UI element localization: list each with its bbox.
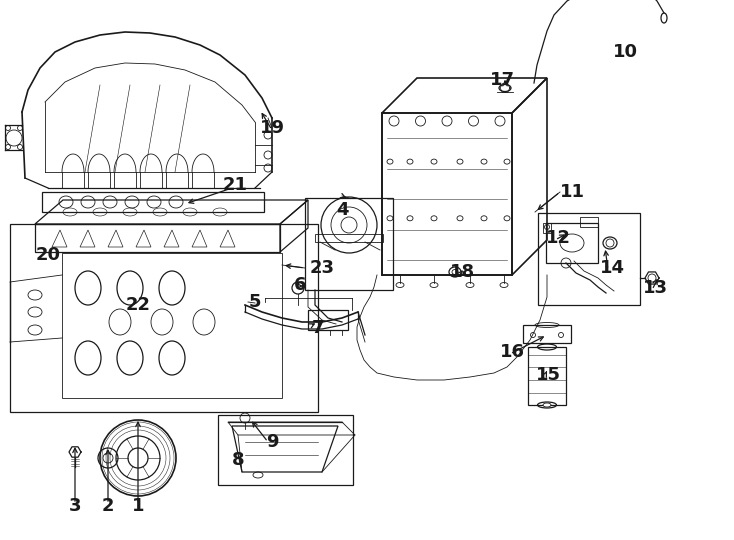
Text: 22: 22 bbox=[126, 296, 150, 314]
Bar bbox=[35, 224, 280, 252]
Text: 19: 19 bbox=[260, 119, 285, 137]
Text: 15: 15 bbox=[536, 366, 561, 384]
Bar bbox=[538, 213, 640, 305]
Text: 14: 14 bbox=[600, 259, 625, 277]
Text: 20: 20 bbox=[35, 246, 60, 264]
Text: 13: 13 bbox=[642, 279, 667, 297]
Bar bbox=[523, 325, 571, 343]
Bar bbox=[305, 198, 393, 290]
Bar bbox=[546, 223, 598, 263]
Bar bbox=[315, 234, 383, 242]
Text: 11: 11 bbox=[559, 183, 584, 201]
Bar bbox=[308, 310, 348, 330]
Text: 16: 16 bbox=[500, 343, 525, 361]
Text: 3: 3 bbox=[69, 497, 81, 515]
Text: 1: 1 bbox=[131, 497, 145, 515]
Text: 4: 4 bbox=[335, 201, 348, 219]
Text: 23: 23 bbox=[310, 259, 335, 277]
Ellipse shape bbox=[543, 403, 551, 407]
Bar bbox=[580, 217, 598, 227]
Bar bbox=[382, 113, 512, 275]
Text: 2: 2 bbox=[102, 497, 115, 515]
Text: 7: 7 bbox=[312, 319, 324, 337]
Text: 8: 8 bbox=[232, 451, 244, 469]
Bar bbox=[528, 347, 566, 405]
Text: 12: 12 bbox=[545, 229, 570, 247]
Text: 9: 9 bbox=[266, 433, 278, 451]
Text: 10: 10 bbox=[612, 43, 638, 61]
Text: 5: 5 bbox=[249, 293, 261, 311]
Text: 17: 17 bbox=[490, 71, 515, 89]
Bar bbox=[218, 415, 353, 485]
Bar bbox=[62, 253, 282, 398]
Bar bbox=[543, 223, 551, 233]
Text: 6: 6 bbox=[294, 276, 306, 294]
Bar bbox=[10, 224, 318, 412]
Bar bbox=[42, 192, 264, 212]
Text: 18: 18 bbox=[449, 263, 475, 281]
Text: 21: 21 bbox=[222, 176, 247, 194]
